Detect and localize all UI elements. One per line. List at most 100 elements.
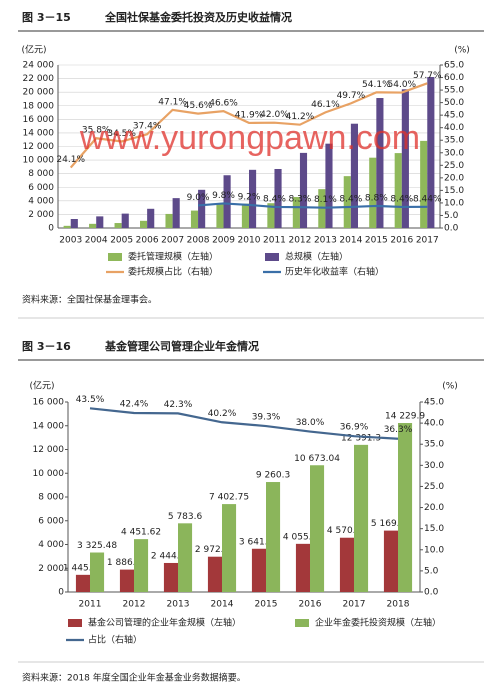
- bar: [420, 140, 428, 228]
- y2-tick-label: 40.0: [444, 123, 464, 133]
- legend-label: 基金公司管理的企业年金规模（左轴）: [88, 617, 241, 629]
- bar: [325, 143, 333, 228]
- line-value-label: 8.3%: [288, 195, 311, 205]
- y2-tick-label: 15.0: [444, 186, 464, 196]
- x-tick-label: 2011: [79, 600, 102, 610]
- bar: [343, 176, 351, 228]
- x-tick-label: 2015: [255, 600, 278, 610]
- line: [89, 407, 399, 440]
- y-tick-label: 14 000: [23, 128, 55, 138]
- line-value-label: 38.0%: [296, 418, 325, 428]
- bar-value-label: 4 451.62: [121, 528, 161, 538]
- line-value-label: 24.1%: [56, 155, 85, 165]
- y2-tick-label: 25.0: [444, 161, 464, 171]
- bar-value-label: 5 783.6: [168, 512, 203, 522]
- y2-tick-label: 30.0: [444, 148, 464, 158]
- bar: [369, 157, 377, 228]
- bar-value-label: 3 641.98: [239, 537, 279, 547]
- legend-label: 企业年金委托投资规模（左轴）: [315, 617, 441, 629]
- bar: [427, 77, 435, 228]
- bar-value-label: 2 444.97: [151, 551, 191, 561]
- legend-swatch: [295, 619, 309, 627]
- bar-value-label: 4 055.11: [283, 532, 323, 542]
- y-tick-label: 10 000: [23, 156, 55, 166]
- bar: [89, 223, 97, 228]
- bar: [63, 225, 71, 228]
- y-tick-label: 2 000: [38, 564, 64, 574]
- bar: [172, 198, 180, 228]
- bar-value-label: 14 229.9: [385, 412, 425, 422]
- line-value-label: 9.8%: [212, 191, 235, 201]
- bar: [134, 539, 149, 592]
- x-tick-label: 2015: [365, 236, 388, 246]
- y-tick-label: 24 000: [23, 61, 55, 71]
- line-value-label: 42.0%: [260, 110, 289, 120]
- bar: [165, 213, 173, 228]
- line-value-label: 35.8%: [82, 126, 111, 136]
- bar-value-label: 4 570.91: [327, 526, 367, 536]
- bar-value-label: 1 445.26: [63, 563, 103, 573]
- y-tick-label: 8 000: [28, 169, 54, 179]
- x-tick-label: 2011: [263, 236, 286, 246]
- bar: [198, 189, 206, 228]
- line-value-label: 47.1%: [158, 97, 187, 107]
- bar: [114, 223, 122, 228]
- bar-value-label: 2 972.75: [195, 545, 235, 555]
- bar: [216, 203, 224, 228]
- y-tick-label: 16 000: [33, 398, 65, 408]
- bar: [266, 482, 281, 592]
- y2-tick-label: 55.0: [444, 86, 464, 96]
- y2-tick-label: 15.0: [424, 524, 444, 534]
- bar: [401, 89, 409, 228]
- y-tick-label: 18 000: [23, 101, 55, 111]
- y-tick-label: 14 000: [33, 421, 65, 431]
- legend-label: 历史年化收益率（右轴）: [285, 266, 384, 278]
- y2-tick-label: 25.0: [424, 482, 444, 492]
- y-tick-label: 6 000: [38, 516, 64, 526]
- bar: [267, 203, 275, 228]
- y-tick-label: 6 000: [28, 183, 54, 193]
- bar: [339, 537, 354, 592]
- y-tick-label: 2 000: [28, 210, 54, 220]
- x-tick-label: 2008: [187, 236, 210, 246]
- figure-title: 全国社保基金委托投资及历史收益情况: [104, 10, 292, 24]
- line-value-label: 42.4%: [120, 399, 149, 409]
- bar-value-label: 5 169.70: [371, 519, 411, 529]
- bar: [299, 152, 308, 228]
- x-tick-label: 2005: [110, 236, 133, 246]
- line-value-label: 34.5%: [107, 129, 136, 139]
- bar: [96, 216, 104, 228]
- y2-unit: (%): [454, 46, 470, 56]
- line-value-label: 49.7%: [337, 91, 366, 101]
- line-value-label: 57.7%: [413, 71, 442, 81]
- x-tick-label: 2004: [85, 236, 108, 246]
- y-tick-label: 8 000: [38, 493, 64, 503]
- line-value-label: 8.4%: [263, 194, 286, 204]
- legend-swatch: [108, 253, 122, 261]
- figure-title: 基金管理公司管理企业年金情况: [104, 339, 259, 353]
- bar: [292, 197, 300, 228]
- x-tick-label: 2016: [390, 236, 413, 246]
- bar-value-label: 9 260.3: [256, 471, 290, 481]
- bar: [350, 123, 358, 228]
- bar: [147, 208, 155, 228]
- y-unit: (亿元): [29, 380, 54, 392]
- line-value-label: 8.4%: [339, 194, 362, 204]
- bar: [249, 169, 257, 228]
- y2-tick-label: 0.0: [444, 224, 459, 234]
- bar: [223, 175, 231, 228]
- line-value-label: 40.2%: [208, 409, 237, 419]
- bar: [394, 153, 402, 228]
- line-value-label: 36.9%: [340, 423, 369, 433]
- figure-label: 图 3－16: [22, 340, 71, 353]
- bar-value-label: 3 325.48: [77, 541, 117, 551]
- bar: [207, 556, 222, 592]
- x-tick-label: 2013: [167, 600, 190, 610]
- x-tick-label: 2010: [238, 236, 261, 246]
- bar: [70, 219, 78, 228]
- line-value-label: 9.0%: [187, 193, 210, 203]
- legend-label: 委托规模占比（右轴）: [128, 266, 218, 278]
- line-value-label: 46.1%: [311, 100, 340, 110]
- x-tick-label: 2012: [123, 600, 146, 610]
- legend-label: 总规模（左轴）: [285, 251, 348, 263]
